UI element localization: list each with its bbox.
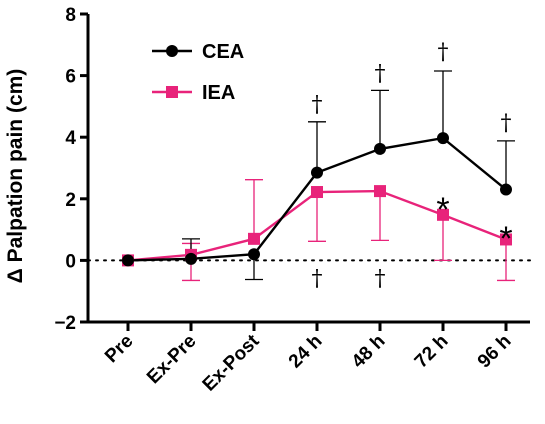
series-markers: [122, 132, 512, 267]
data-point-cea: [248, 248, 260, 261]
x-tick-label: 96 h: [474, 331, 516, 373]
significance-dagger: †: [438, 40, 449, 65]
y-tick-label: 8: [65, 5, 76, 26]
x-tick-label: 72 h: [411, 331, 453, 373]
y-tick-label: −2: [54, 313, 76, 334]
data-point-iea: [374, 185, 386, 198]
data-point-cea: [311, 166, 323, 179]
data-point-cea: [437, 132, 449, 145]
x-tick-label: Ex-Pre: [143, 331, 200, 388]
data-point-iea: [437, 208, 449, 221]
y-axis-label: Δ Palpation pain (cm): [4, 69, 27, 284]
significance-dagger: †: [312, 266, 323, 291]
legend: CEA IEA: [152, 41, 244, 104]
data-point-iea: [311, 186, 323, 199]
x-tick-label: 48 h: [348, 331, 390, 373]
data-point-iea: [500, 233, 512, 246]
data-point-cea: [185, 252, 197, 265]
significance-star: *: [436, 191, 449, 229]
data-point-cea: [122, 254, 134, 267]
legend-label-cea: CEA: [202, 41, 244, 63]
y-tick-label: 4: [65, 128, 76, 149]
x-tick-label: Pre: [101, 331, 138, 368]
significance-dagger: †: [375, 266, 386, 291]
x-tick-label: Ex-Post: [199, 330, 264, 395]
x-tick-label: 24 h: [285, 331, 327, 373]
legend-marker-cea: [166, 45, 178, 57]
significance-dagger: †: [375, 62, 386, 87]
data-point-iea: [248, 232, 260, 245]
data-point-cea: [374, 142, 386, 155]
y-tick-label: 6: [65, 67, 76, 88]
significance-dagger: †: [312, 92, 323, 117]
significance-star: *: [499, 220, 512, 258]
y-tick-label: 0: [65, 251, 76, 272]
significance-annotations: † † † † † † * *: [312, 40, 513, 291]
legend-marker-iea: [166, 86, 178, 98]
y-tick-label: 2: [65, 190, 76, 211]
data-point-cea: [500, 183, 512, 196]
legend-label-iea: IEA: [202, 82, 235, 104]
significance-dagger: †: [501, 111, 512, 136]
error-bars: [182, 70, 515, 282]
